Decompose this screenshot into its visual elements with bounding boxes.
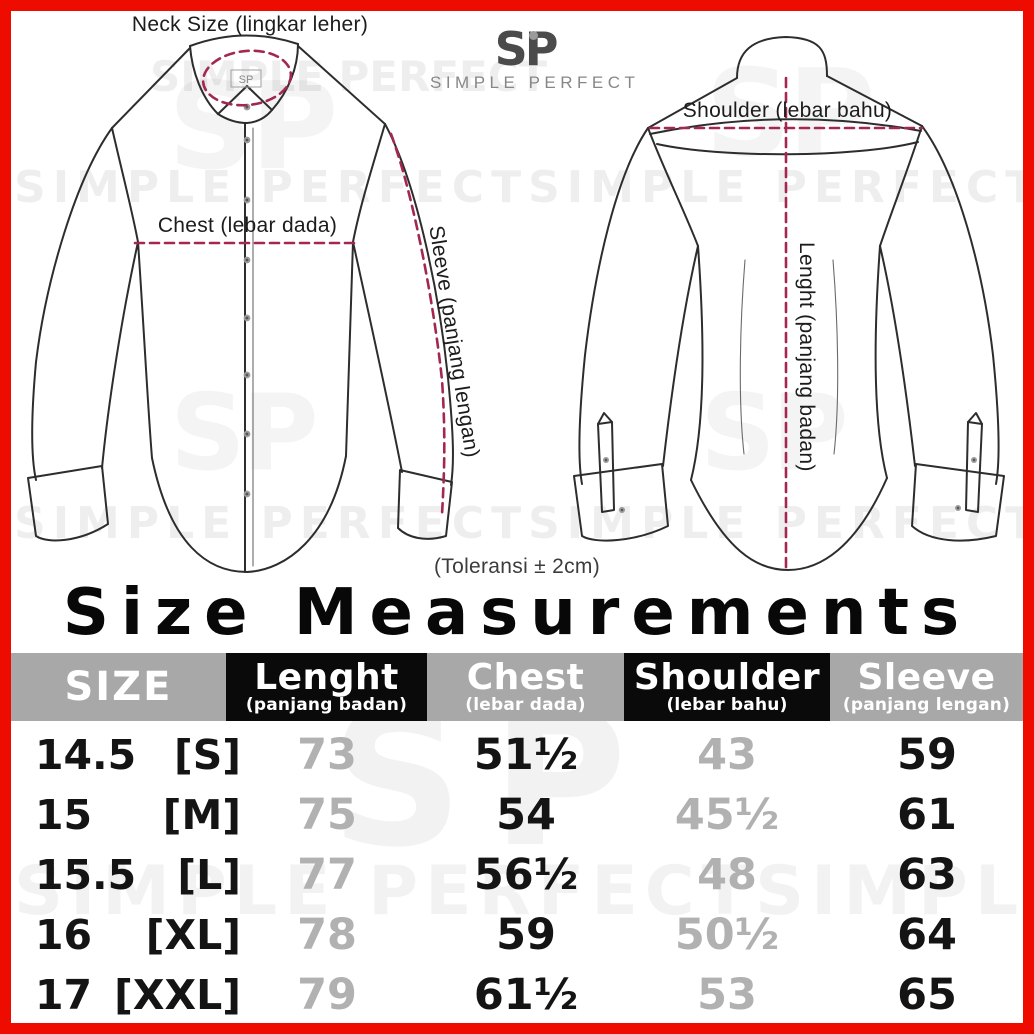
shoulder-value: 48 bbox=[697, 850, 757, 900]
size-tag: [XL] bbox=[145, 911, 241, 959]
logo-dot-icon bbox=[528, 31, 538, 40]
table-row: 16 [XL] 78 59 50½ 64 bbox=[11, 905, 1023, 965]
sleeve-value: 64 bbox=[897, 910, 957, 960]
chest-value: 54 bbox=[496, 790, 556, 840]
front-shirt-drawing: SP bbox=[27, 34, 454, 573]
size-cell: 15 [M] bbox=[35, 785, 241, 845]
shoulder-value: 50½ bbox=[674, 910, 780, 960]
length-label: Lenght (panjang badan) bbox=[795, 242, 818, 472]
column-header-size: SIZE bbox=[64, 663, 173, 710]
length-value: 73 bbox=[297, 730, 357, 780]
column-header-length: Lenght (panjang badan) bbox=[226, 653, 427, 721]
sleeve-measure-dash bbox=[389, 132, 446, 517]
neck-measure-dash bbox=[201, 49, 293, 107]
shoulder-value: 45½ bbox=[674, 790, 780, 840]
brand-name: SIMPLE PERFECT bbox=[430, 73, 640, 92]
logo-letter-p: P bbox=[524, 22, 559, 76]
shoulder-label: Shoulder (lebar bahu) bbox=[682, 99, 893, 122]
size-cell: 17 [XXL] bbox=[35, 965, 241, 1025]
size-table: 14.5 [S] 73 51½ 43 59 15 [M] 75 54 45½ 6… bbox=[11, 725, 1023, 1025]
logo-letter-s: S bbox=[494, 22, 528, 76]
tolerance-note: (Toleransi ± 2cm) bbox=[434, 555, 600, 578]
brand-logo: SP SIMPLE PERFECT bbox=[430, 26, 640, 93]
neck-size-value: 15 bbox=[35, 791, 93, 839]
sp-logo-mark: SP bbox=[495, 26, 559, 72]
sleeve-value: 59 bbox=[897, 730, 957, 780]
table-row: 15.5 [L] 77 56½ 48 63 bbox=[11, 845, 1023, 905]
sleeve-value: 63 bbox=[897, 850, 957, 900]
back-shirt-drawing bbox=[573, 36, 1005, 572]
chest-value: 51½ bbox=[473, 730, 579, 780]
shoulder-value: 43 bbox=[697, 730, 757, 780]
watermark-sp-mark: SP bbox=[705, 45, 875, 184]
size-cell: 16 [XL] bbox=[35, 905, 241, 965]
sleeve-value: 65 bbox=[897, 970, 957, 1020]
sleeve-value: 61 bbox=[897, 790, 957, 840]
neck-size-value: 16 bbox=[35, 911, 93, 959]
size-tag: [M] bbox=[162, 791, 241, 839]
shoulder-value: 53 bbox=[697, 970, 757, 1020]
column-header-shoulder: Shoulder (lebar bahu) bbox=[624, 653, 830, 721]
table-row: 17 [XXL] 79 61½ 53 65 bbox=[11, 965, 1023, 1025]
length-value: 77 bbox=[297, 850, 357, 900]
length-value: 78 bbox=[297, 910, 357, 960]
chest-value: 61½ bbox=[473, 970, 579, 1020]
size-cell: 15.5 [L] bbox=[35, 845, 241, 905]
size-tag: [S] bbox=[173, 731, 241, 779]
neck-size-value: 14.5 bbox=[35, 731, 137, 779]
collar-tag-text: SP bbox=[239, 74, 254, 86]
length-value: 79 bbox=[297, 970, 357, 1020]
column-header-chest: Chest (lebar dada) bbox=[465, 657, 586, 715]
length-value: 75 bbox=[297, 790, 357, 840]
chest-label: Chest (lebar dada) bbox=[157, 214, 338, 237]
table-row: 14.5 [S] 73 51½ 43 59 bbox=[11, 725, 1023, 785]
watermark-sp-mark: SP bbox=[700, 372, 849, 494]
neck-size-value: 17 bbox=[35, 971, 93, 1019]
chest-value: 59 bbox=[496, 910, 556, 960]
size-tag: [XXL] bbox=[114, 971, 241, 1019]
column-header-sleeve: Sleeve (panjang lengan) bbox=[842, 657, 1011, 715]
neck-size-label: Neck Size (lingkar leher) bbox=[131, 13, 369, 36]
size-cell: 14.5 [S] bbox=[35, 725, 241, 785]
page-title: Size Measurements bbox=[62, 576, 972, 650]
chest-value: 56½ bbox=[473, 850, 579, 900]
size-tag: [L] bbox=[177, 851, 241, 899]
neck-size-value: 15.5 bbox=[35, 851, 137, 899]
table-header-band bbox=[11, 653, 1023, 721]
table-row: 15 [M] 75 54 45½ 61 bbox=[11, 785, 1023, 845]
